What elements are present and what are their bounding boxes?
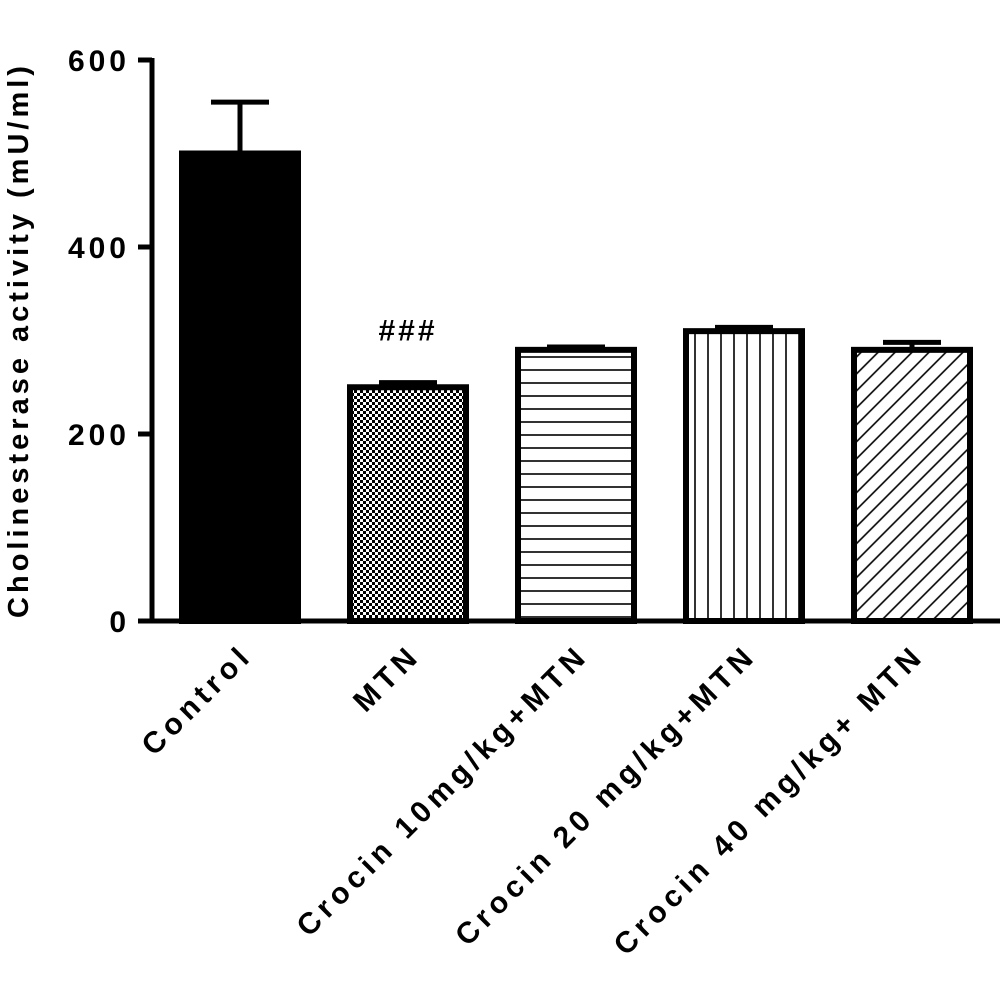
y-tick-label: 600 (68, 45, 130, 78)
category-label: Control (135, 639, 258, 762)
bar (347, 384, 469, 624)
bar (515, 346, 637, 624)
y-tick-label: 400 (68, 232, 130, 265)
bar (851, 346, 973, 624)
category-label: Crocin 40 mg/kg+ MTN (608, 639, 931, 962)
category-label: Crocin 10mg/kg+MTN (290, 639, 594, 943)
y-tick-label: 200 (68, 419, 130, 452)
y-tick-label: 0 (109, 606, 130, 639)
bar (179, 150, 301, 624)
y-axis-title: Cholinesterase activity (mU/ml) (3, 62, 35, 618)
category-label: Crocin 20 mg/kg+MTN (449, 639, 763, 953)
bar (683, 328, 805, 624)
significance-annotation: ### (378, 315, 437, 348)
category-label: MTN (347, 639, 427, 719)
